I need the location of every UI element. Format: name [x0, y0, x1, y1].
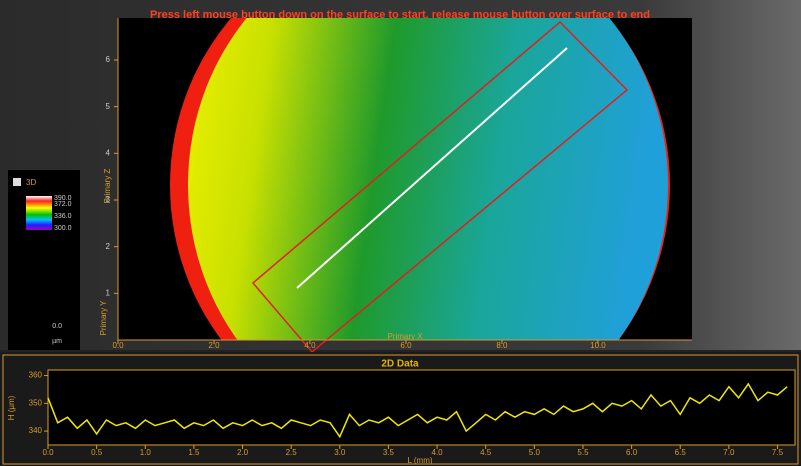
y-tick-label: 1: [106, 288, 111, 297]
x-tick-label: 6.5: [675, 448, 687, 457]
plot-area: [47, 369, 796, 446]
checkbox-label[interactable]: 3D: [26, 178, 36, 187]
y-tick-label: 360: [29, 371, 43, 380]
x-tick-label: 7.0: [723, 448, 735, 457]
legend-unit: µm: [52, 338, 62, 345]
x-tick-label: 0.0: [112, 341, 124, 350]
y-tick-label: 4: [106, 148, 111, 157]
x-tick-label: 0.0: [42, 448, 54, 457]
color-bar-label: 372.0: [54, 201, 72, 208]
y-tick-label: 3: [106, 195, 111, 204]
x-tick-label: 5.5: [577, 448, 589, 457]
color-bar-label: 336.0: [54, 213, 72, 220]
x-tick-label: 4.0: [432, 448, 444, 457]
instruction: Press left mouse button down on the surf…: [150, 9, 650, 21]
y-tick-label: 6: [106, 55, 111, 64]
y-axis-label: H (µm): [7, 395, 16, 420]
checkbox[interactable]: [13, 178, 21, 186]
x-tick-label: 10.0: [590, 341, 606, 350]
x-tick-label: 6.0: [626, 448, 638, 457]
surface: [188, 18, 668, 340]
color-bar: [26, 196, 52, 230]
y-tick-label: 350: [29, 398, 43, 407]
x-tick-label: 2.0: [208, 341, 220, 350]
x-axis-label: L (mm): [407, 456, 432, 465]
x-tick-label: 2.5: [286, 448, 298, 457]
color-bar-label: 300.0: [54, 225, 72, 232]
x-tick-label: 7.5: [772, 448, 784, 457]
x-tick-label: 1.5: [188, 448, 200, 457]
x-tick-label: 8.0: [496, 341, 508, 350]
y-tick-label: 5: [106, 102, 111, 111]
x-tick-label: 2.0: [237, 448, 249, 457]
y-axis-label: Primary Y: [99, 300, 108, 336]
legend-min: 0.0: [52, 323, 62, 330]
x-tick-label: 3.0: [334, 448, 346, 457]
y-tick-label: 2: [106, 242, 111, 251]
x-tick-label: 6.0: [400, 341, 412, 350]
x-tick-label: 4.0: [304, 341, 316, 350]
panel-border: [2, 354, 799, 465]
x-axis-label: Primary X: [387, 332, 423, 341]
color-bar-label: 390.0: [54, 195, 72, 202]
profile-line: [47, 382, 788, 439]
x-tick-label: 1.0: [140, 448, 152, 457]
z-axis-label: Primary Z: [103, 169, 112, 204]
x-tick-label: 5.0: [529, 448, 541, 457]
x-tick-label: 0.5: [91, 448, 103, 457]
profile-line: [296, 47, 568, 289]
selection-box: [251, 20, 629, 354]
y-tick-label: 340: [29, 426, 43, 435]
chart-title: 2D Data: [381, 359, 419, 370]
x-tick-label: 3.5: [383, 448, 395, 457]
x-tick-label: 4.5: [480, 448, 492, 457]
